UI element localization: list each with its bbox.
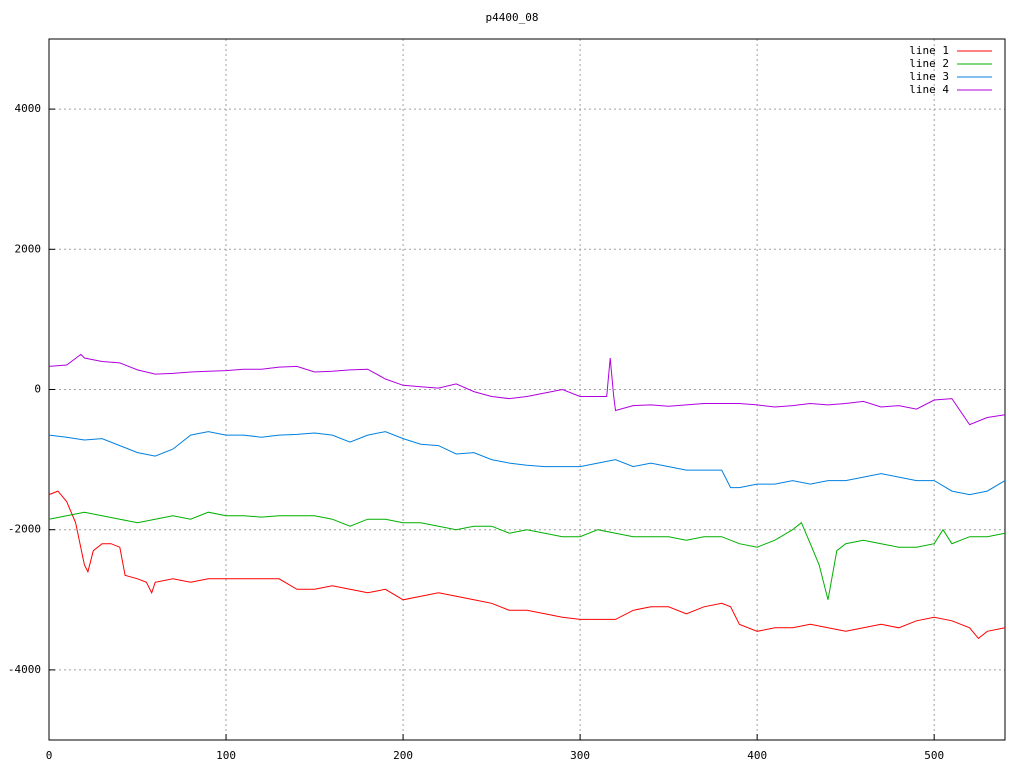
x-tick-label: 200	[393, 749, 413, 762]
legend-label: line 4	[909, 83, 949, 96]
x-tick-label: 300	[570, 749, 590, 762]
series-line	[48, 511, 1006, 600]
x-tick-label: 100	[216, 749, 236, 762]
x-tick-label: 500	[924, 749, 944, 762]
y-tick-label: 2000	[15, 242, 42, 255]
series-line	[48, 431, 1006, 496]
series-line	[48, 353, 1006, 426]
x-tick-label: 400	[747, 749, 767, 762]
legend-label: line 2	[909, 57, 949, 70]
chart-title: p4400_08	[486, 11, 539, 24]
y-tick-label: -4000	[8, 663, 41, 676]
y-tick-label: 0	[34, 383, 41, 396]
y-tick-label: 4000	[15, 102, 42, 115]
plot-frame	[48, 38, 1006, 741]
y-tick-label: -2000	[8, 523, 41, 536]
legend-label: line 3	[909, 70, 949, 83]
legend-label: line 1	[909, 44, 949, 57]
x-tick-label: 0	[46, 749, 53, 762]
series-line	[48, 490, 1006, 640]
